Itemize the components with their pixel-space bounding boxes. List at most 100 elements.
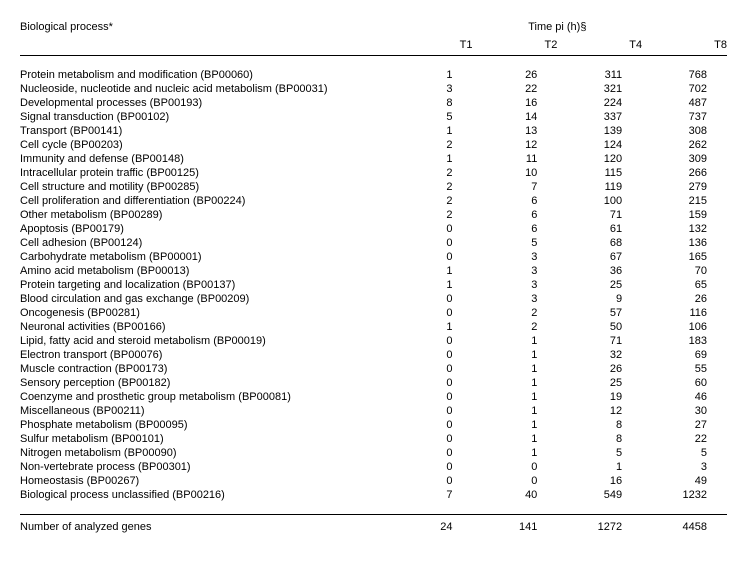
table-row: Intracellular protein traffic (BP00125)2… bbox=[20, 166, 727, 180]
row-value: 11 bbox=[472, 152, 557, 166]
table-row: Miscellaneous (BP00211)011230 bbox=[20, 404, 727, 418]
row-label: Biological process unclassified (BP00216… bbox=[20, 488, 388, 502]
row-value: 2 bbox=[388, 208, 473, 222]
row-value: 71 bbox=[557, 334, 642, 348]
row-value: 0 bbox=[388, 404, 473, 418]
row-value: 0 bbox=[388, 446, 473, 460]
row-value: 3 bbox=[388, 82, 473, 96]
row-value: 7 bbox=[388, 488, 473, 502]
row-value: 71 bbox=[557, 208, 642, 222]
row-value: 183 bbox=[642, 334, 727, 348]
table-row: Sensory perception (BP00182)012560 bbox=[20, 376, 727, 390]
table-row: Nucleoside, nucleotide and nucleic acid … bbox=[20, 82, 727, 96]
row-value: 549 bbox=[557, 488, 642, 502]
row-value: 3 bbox=[472, 292, 557, 306]
row-value: 311 bbox=[557, 68, 642, 82]
row-value: 0 bbox=[388, 306, 473, 320]
col-t1: T1 bbox=[388, 35, 473, 56]
table-row: Electron transport (BP00076)013269 bbox=[20, 348, 727, 362]
row-value: 337 bbox=[557, 110, 642, 124]
row-value: 139 bbox=[557, 124, 642, 138]
table-row: Amino acid metabolism (BP00013)133670 bbox=[20, 264, 727, 278]
row-value: 6 bbox=[472, 194, 557, 208]
table-row: Oncogenesis (BP00281)0257116 bbox=[20, 306, 727, 320]
row-value: 22 bbox=[642, 432, 727, 446]
table-row: Immunity and defense (BP00148)111120309 bbox=[20, 152, 727, 166]
row-value: 7 bbox=[472, 180, 557, 194]
row-value: 2 bbox=[388, 138, 473, 152]
row-value: 8 bbox=[388, 96, 473, 110]
table-row: Protein targeting and localization (BP00… bbox=[20, 278, 727, 292]
table-row: Homeostasis (BP00267)001649 bbox=[20, 474, 727, 488]
row-value: 0 bbox=[388, 222, 473, 236]
row-value: 5 bbox=[557, 446, 642, 460]
row-value: 2 bbox=[472, 320, 557, 334]
row-value: 8 bbox=[557, 418, 642, 432]
footer-t2: 141 bbox=[472, 515, 557, 535]
row-value: 1 bbox=[472, 362, 557, 376]
row-value: 69 bbox=[642, 348, 727, 362]
col-t4: T4 bbox=[557, 35, 642, 56]
row-label: Sensory perception (BP00182) bbox=[20, 376, 388, 390]
row-value: 1 bbox=[472, 418, 557, 432]
row-label: Cell adhesion (BP00124) bbox=[20, 236, 388, 250]
row-value: 0 bbox=[388, 474, 473, 488]
row-label: Neuronal activities (BP00166) bbox=[20, 320, 388, 334]
row-value: 1 bbox=[557, 460, 642, 474]
row-value: 8 bbox=[557, 432, 642, 446]
row-value: 321 bbox=[557, 82, 642, 96]
row-label: Oncogenesis (BP00281) bbox=[20, 306, 388, 320]
row-value: 26 bbox=[557, 362, 642, 376]
row-label: Cell cycle (BP00203) bbox=[20, 138, 388, 152]
row-value: 26 bbox=[472, 68, 557, 82]
row-value: 1 bbox=[388, 320, 473, 334]
row-value: 1 bbox=[472, 446, 557, 460]
row-value: 46 bbox=[642, 390, 727, 404]
row-value: 0 bbox=[388, 390, 473, 404]
row-label: Nucleoside, nucleotide and nucleic acid … bbox=[20, 82, 388, 96]
row-value: 1 bbox=[472, 348, 557, 362]
row-value: 57 bbox=[557, 306, 642, 320]
row-value: 115 bbox=[557, 166, 642, 180]
row-value: 224 bbox=[557, 96, 642, 110]
row-value: 215 bbox=[642, 194, 727, 208]
row-value: 1 bbox=[388, 264, 473, 278]
row-value: 1 bbox=[472, 432, 557, 446]
table-row: Protein metabolism and modification (BP0… bbox=[20, 68, 727, 82]
row-label: Cell proliferation and differentiation (… bbox=[20, 194, 388, 208]
row-label: Miscellaneous (BP00211) bbox=[20, 404, 388, 418]
table-row: Muscle contraction (BP00173)012655 bbox=[20, 362, 727, 376]
table-row: Cell cycle (BP00203)212124262 bbox=[20, 138, 727, 152]
footer-label: Number of analyzed genes bbox=[20, 515, 388, 535]
col-t8: T8 bbox=[642, 35, 727, 56]
row-value: 19 bbox=[557, 390, 642, 404]
row-label: Transport (BP00141) bbox=[20, 124, 388, 138]
row-value: 68 bbox=[557, 236, 642, 250]
row-value: 5 bbox=[388, 110, 473, 124]
row-value: 13 bbox=[472, 124, 557, 138]
row-label: Signal transduction (BP00102) bbox=[20, 110, 388, 124]
row-value: 9 bbox=[557, 292, 642, 306]
row-value: 67 bbox=[557, 250, 642, 264]
row-value: 106 bbox=[642, 320, 727, 334]
table-row: Cell proliferation and differentiation (… bbox=[20, 194, 727, 208]
row-value: 100 bbox=[557, 194, 642, 208]
table-row: Nitrogen metabolism (BP00090)0155 bbox=[20, 446, 727, 460]
table-row: Developmental processes (BP00193)8162244… bbox=[20, 96, 727, 110]
col-t2: T2 bbox=[472, 35, 557, 56]
header-right: Time pi (h)§ bbox=[388, 20, 727, 35]
row-value: 25 bbox=[557, 376, 642, 390]
table-row: Transport (BP00141)113139308 bbox=[20, 124, 727, 138]
row-value: 132 bbox=[642, 222, 727, 236]
row-value: 308 bbox=[642, 124, 727, 138]
row-label: Intracellular protein traffic (BP00125) bbox=[20, 166, 388, 180]
footer-row: Number of analyzed genes 24 141 1272 445… bbox=[20, 515, 727, 535]
row-value: 40 bbox=[472, 488, 557, 502]
row-value: 768 bbox=[642, 68, 727, 82]
row-value: 16 bbox=[472, 96, 557, 110]
table-row: Neuronal activities (BP00166)1250106 bbox=[20, 320, 727, 334]
row-label: Phosphate metabolism (BP00095) bbox=[20, 418, 388, 432]
row-value: 2 bbox=[388, 166, 473, 180]
row-value: 55 bbox=[642, 362, 727, 376]
row-value: 50 bbox=[557, 320, 642, 334]
